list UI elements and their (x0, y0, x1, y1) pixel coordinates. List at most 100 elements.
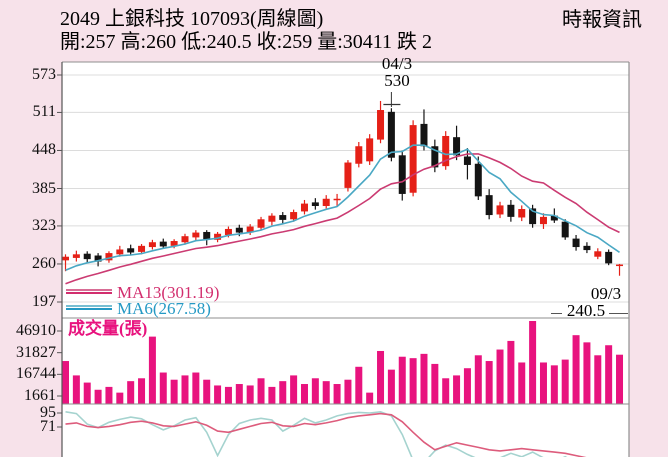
candle-body (463, 156, 471, 165)
candle-body (561, 221, 569, 238)
volume-bar (377, 350, 385, 404)
candle-body (257, 219, 265, 228)
candle-body (398, 155, 406, 194)
volume-bar (322, 381, 330, 404)
candle-body (442, 135, 450, 167)
volume-bar (257, 378, 265, 404)
candle-body (496, 205, 504, 215)
candle-body (224, 228, 232, 235)
price-axis-label: 197 (32, 293, 56, 310)
volume-bar (453, 375, 461, 404)
volume-bar (355, 366, 363, 404)
candle-body (539, 216, 547, 225)
volume-bar (583, 342, 591, 404)
candle-body (235, 227, 243, 233)
ma6-line (65, 144, 620, 271)
candle-body (246, 226, 254, 233)
candle-body (62, 256, 69, 261)
candle-body (105, 253, 113, 261)
volume-bar (116, 392, 124, 404)
volume-bar (387, 369, 395, 404)
volume-bar (94, 389, 102, 404)
volume-bar (203, 379, 211, 404)
volume-bar (159, 372, 167, 404)
volume-bar (409, 358, 417, 404)
kd-axis-label: 71 (40, 418, 56, 435)
volume-axis-label: 1661 (24, 387, 56, 404)
candle-body (594, 251, 602, 257)
volume-bar (224, 386, 232, 404)
candle-body (529, 208, 537, 225)
volume-bar (62, 361, 69, 404)
volume-bar (138, 378, 146, 404)
candle-body (192, 232, 200, 238)
volume-bar (572, 335, 580, 404)
candle-body (116, 249, 124, 255)
ma13-legend: MA13(301.19) (66, 283, 219, 303)
volume-bar (529, 321, 537, 404)
ma13-line-swatch (66, 292, 112, 294)
ma13-legend-label: MA13(301.19) (117, 283, 220, 302)
volume-bar (550, 365, 558, 404)
price-axis-label: 385 (32, 180, 56, 197)
volume-bar (268, 386, 276, 404)
volume-bar (235, 384, 243, 404)
volume-bar (518, 362, 526, 404)
ma6-line-swatch (66, 308, 112, 310)
price-axis-label: 260 (32, 255, 56, 272)
price-axis-label: 323 (32, 217, 56, 234)
candle-body (474, 163, 482, 197)
candle-body (170, 241, 178, 246)
volume-bar (192, 372, 200, 404)
volume-bar (398, 356, 406, 404)
candle-body (507, 204, 515, 217)
volume-bar (474, 355, 482, 404)
volume-bar (463, 368, 471, 404)
candle-body (616, 264, 624, 267)
volume-bar (420, 353, 428, 404)
volume-bar (214, 385, 222, 404)
candle-body (214, 233, 222, 240)
ma6-legend: MA6(267.58) (66, 299, 211, 319)
volume-bar (83, 382, 91, 404)
kd-d-line (65, 412, 587, 457)
volume-axis-label: 46910 (16, 322, 56, 339)
candle-body (268, 215, 276, 222)
volume-bar (431, 363, 439, 404)
candle-body (203, 231, 211, 240)
volume-bar (507, 340, 515, 404)
volume-bar (72, 375, 80, 404)
volume-bar (127, 381, 135, 404)
volume-bar (605, 345, 613, 404)
candle-body (83, 253, 91, 260)
price-axis-label: 511 (32, 103, 56, 120)
candle-body (181, 236, 189, 243)
volume-bar (311, 378, 319, 404)
volume-bar (279, 381, 287, 404)
volume-bar (539, 362, 547, 404)
candle-body (159, 241, 167, 247)
candle-body (409, 125, 417, 193)
candle-body (550, 215, 558, 221)
candle-body (377, 110, 385, 140)
candle-body (148, 242, 156, 248)
price-axis-label: 448 (32, 141, 56, 158)
candle-body (453, 137, 461, 156)
volume-bar (148, 336, 156, 404)
volume-axis-label: 31827 (16, 344, 56, 361)
candle-body (387, 111, 395, 158)
candle-body (300, 203, 308, 212)
candle-body (311, 202, 319, 207)
candle-body (431, 146, 439, 168)
candle-body (605, 251, 613, 264)
volume-bar (344, 379, 352, 404)
candle-body (344, 162, 352, 188)
candle-body (127, 248, 135, 253)
candle-body (355, 146, 363, 164)
candle-body (333, 198, 341, 201)
candle-body (322, 198, 330, 207)
candle-body (485, 195, 493, 216)
kd-k-line (65, 410, 568, 457)
volume-bar (594, 355, 602, 404)
volume-bar (333, 384, 341, 404)
